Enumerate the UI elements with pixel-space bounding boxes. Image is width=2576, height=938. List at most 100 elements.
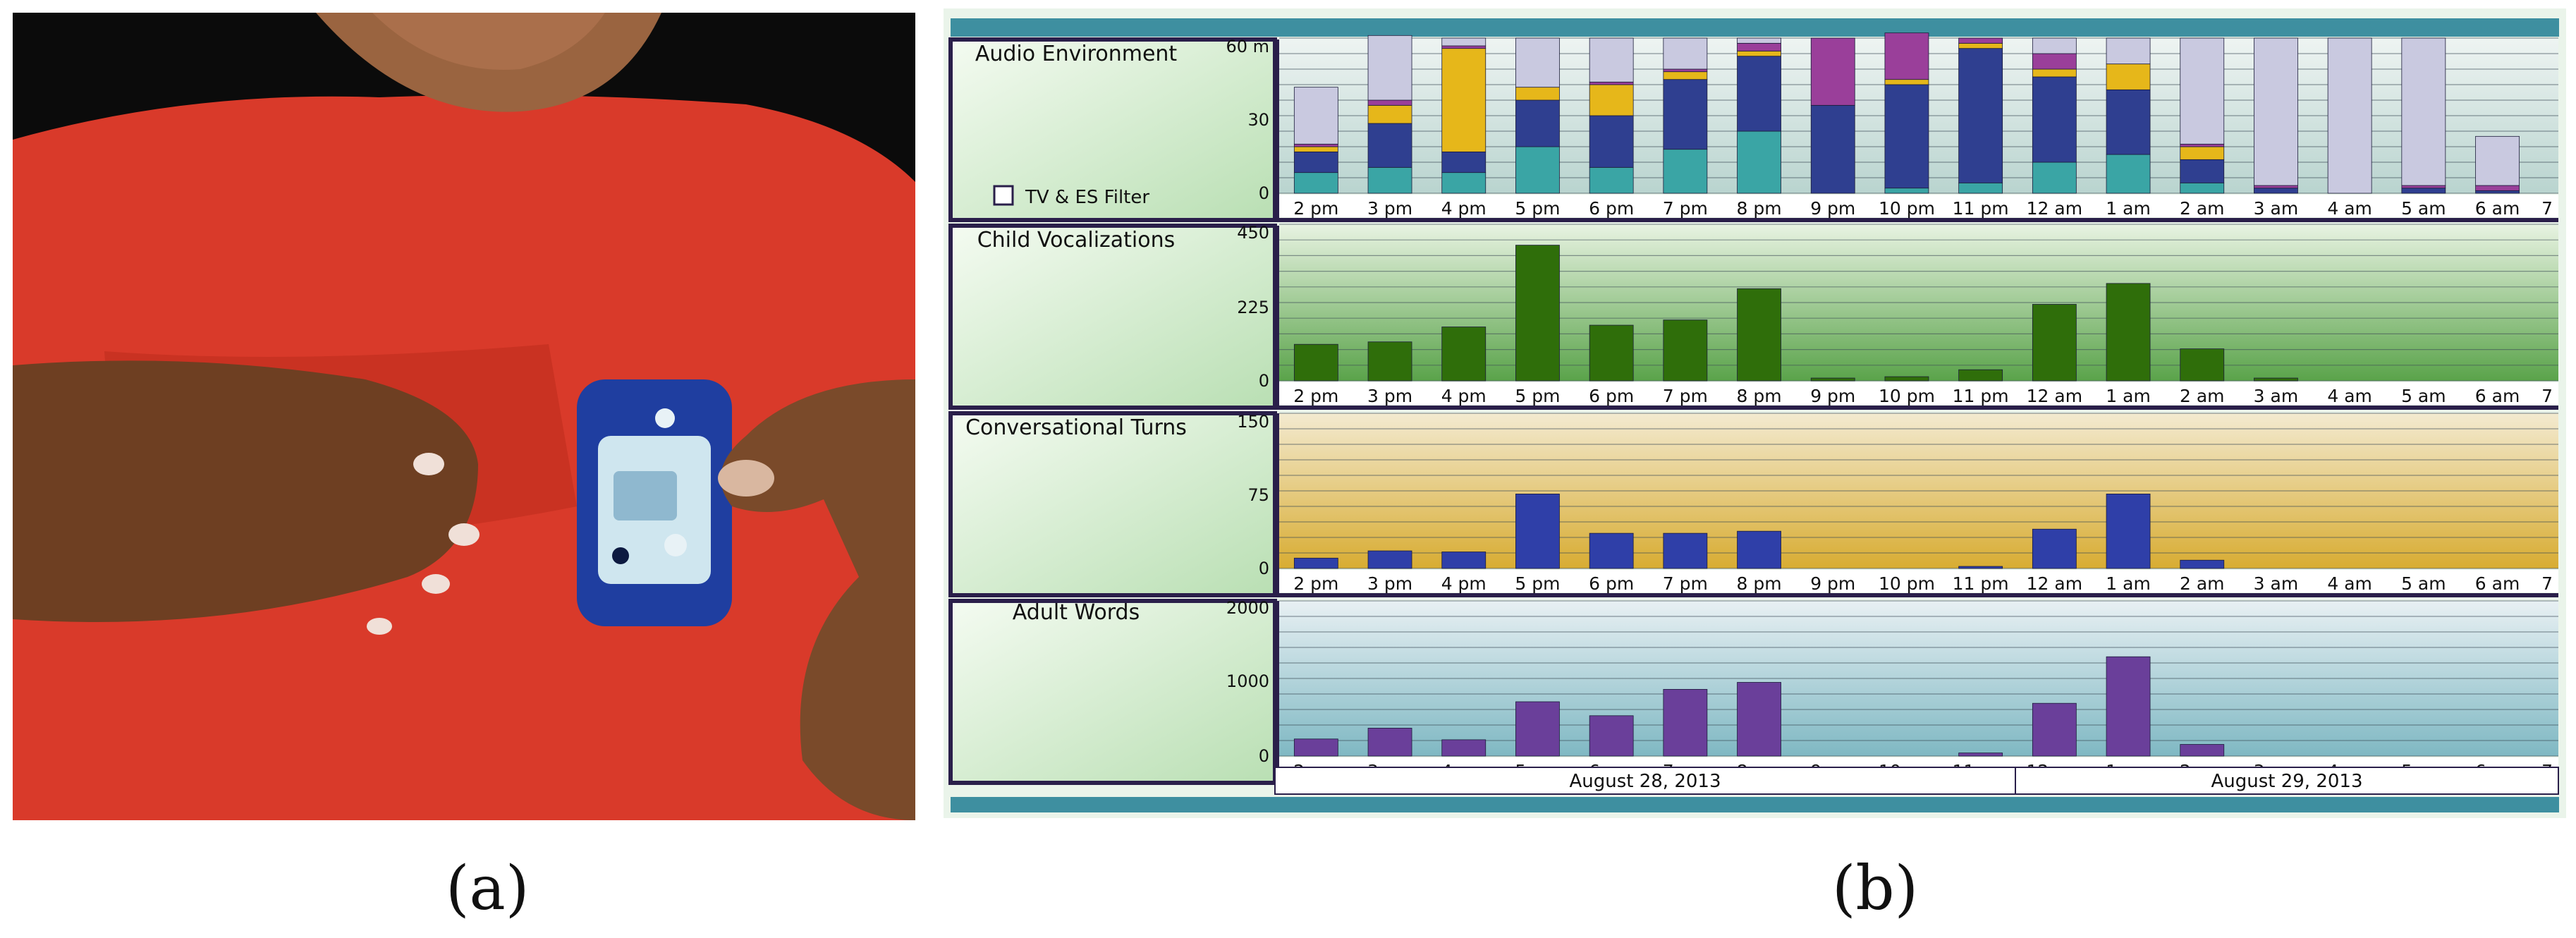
x-tick-label: 5 am [2401, 198, 2446, 219]
bar-adult-words [1958, 753, 2003, 757]
audio-bar-segment [1663, 149, 1708, 194]
x-tick-label: 9 pm [1810, 198, 1855, 219]
x-tick-label: 8 pm [1737, 198, 1782, 219]
audio-bar-segment [1663, 71, 1708, 80]
x-tick-label: 3 am [2254, 573, 2299, 594]
time-axis-strip [1279, 382, 2558, 405]
audio-bar-segment [1441, 45, 1487, 49]
panel-left-2 [948, 411, 1277, 597]
audio-bar-segment [2180, 37, 2225, 145]
x-tick-label: 9 pm [1810, 386, 1855, 406]
bar-child-vocalizations [1515, 245, 1560, 382]
audio-bar-segment [1737, 42, 1781, 51]
bar-adult-words [1663, 689, 1708, 757]
audio-bar-segment [1367, 123, 1412, 168]
audio-bar-segment [1441, 172, 1487, 194]
bar-conversational-turns [1367, 550, 1412, 569]
panel-title-child-voc: Child Vocalizations [977, 228, 1176, 252]
bar-child-vocalizations [1810, 377, 1855, 382]
x-tick-label: 5 pm [1515, 386, 1560, 406]
recorder-screen [614, 471, 677, 520]
bar-adult-words [2180, 744, 2225, 757]
bar-child-vocalizations [1367, 341, 1412, 382]
ytick-audio-top: 60 m [1226, 37, 1269, 56]
audio-bar-segment [2327, 37, 2372, 194]
bar-conversational-turns [1589, 532, 1634, 569]
audio-bar-segment [2180, 146, 2225, 160]
audio-bar-segment [1884, 32, 1929, 80]
ytick-child-mid: 225 [1237, 298, 1269, 317]
x-tick-label: 4 am [2327, 386, 2372, 406]
ytick-child-top: 450 [1237, 223, 1269, 243]
audio-bar-segment [1663, 37, 1708, 70]
audio-bar-segment [1737, 37, 1781, 44]
x-tick-label: 2 pm [1293, 386, 1338, 406]
bar-conversational-turns [1293, 557, 1338, 569]
audio-bar-segment [2475, 190, 2520, 194]
bar-adult-words [1515, 701, 1560, 757]
x-tick-label: 1 am [2106, 198, 2151, 219]
audio-bar-segment [1884, 188, 1929, 194]
bar-adult-words [1737, 682, 1781, 757]
x-tick-label: 7 [2541, 573, 2553, 594]
audio-bar-segment [1737, 50, 1781, 57]
audio-bar-segment [1589, 81, 1634, 85]
x-tick-label: 6 pm [1589, 198, 1634, 219]
audio-bar-segment [2180, 159, 2225, 183]
x-tick-label: 7 [2541, 198, 2553, 219]
x-tick-label: 7 [2541, 386, 2553, 406]
audio-bar-segment [1367, 35, 1412, 101]
bar-adult-words [1367, 728, 1412, 757]
bar-adult-words [2106, 656, 2151, 757]
bar-child-vocalizations [2106, 283, 2151, 382]
x-tick-label: 2 am [2180, 386, 2225, 406]
adult-hand [721, 379, 915, 820]
audio-bar-segment [1884, 79, 1929, 85]
audio-bar-segment [2180, 143, 2225, 147]
bar-conversational-turns [2032, 528, 2077, 569]
audio-bar-segment [1293, 146, 1338, 152]
audio-bar-segment [2254, 188, 2298, 194]
x-tick-label: 2 pm [1293, 573, 1338, 594]
bar-child-vocalizations [1441, 327, 1487, 382]
audio-bar-segment [2032, 53, 2077, 70]
audio-bar-segment [1737, 130, 1781, 194]
bar-adult-words [1441, 739, 1487, 757]
panel-title-conv-turns: Conversational Turns [965, 415, 1187, 440]
audio-bar-segment [2401, 185, 2446, 189]
audio-bar-segment [1367, 104, 1412, 124]
audio-bar-segment [1515, 87, 1560, 101]
dashboard-chart: Audio Environment Child Vocalizations Co… [944, 8, 2566, 818]
x-tick-label: 6 am [2475, 198, 2520, 219]
x-tick-label: 3 pm [1367, 386, 1412, 406]
time-axis-strip [1279, 195, 2558, 217]
audio-bar-segment [1293, 143, 1338, 147]
x-tick-label: 8 pm [1737, 573, 1782, 594]
audio-bar-segment [2032, 68, 2077, 78]
x-tick-label: 3 am [2254, 198, 2299, 219]
audio-bar-segment [1293, 172, 1338, 194]
photo-child-with-recorder [13, 13, 915, 820]
bar-conversational-turns [1515, 494, 1560, 569]
audio-bar-segment [1589, 37, 1634, 83]
x-tick-label: 10 pm [1879, 573, 1935, 594]
audio-bar-segment [1293, 151, 1338, 173]
time-axis-strip [1279, 570, 2558, 592]
audio-bar-segment [2475, 185, 2520, 191]
ytick-conv-zero: 0 [1259, 559, 1269, 578]
x-tick-label: 3 pm [1367, 573, 1412, 594]
bar-conversational-turns [1663, 532, 1708, 569]
date-label-1: August 28, 2013 [1569, 771, 1721, 792]
x-tick-label: 4 pm [1441, 386, 1487, 406]
audio-bar-segment [1515, 37, 1560, 88]
x-tick-label: 6 pm [1589, 386, 1634, 406]
tv-es-filter-checkbox[interactable] [993, 185, 1014, 206]
bar-adult-words [2032, 702, 2077, 757]
x-tick-label: 2 am [2180, 573, 2225, 594]
x-tick-label: 11 pm [1953, 386, 2009, 406]
bar-child-vocalizations [2032, 304, 2077, 382]
x-tick-label: 2 am [2180, 198, 2225, 219]
audio-bar-segment [1367, 166, 1412, 194]
x-tick-label: 7 pm [1663, 198, 1708, 219]
x-tick-label: 6 am [2475, 386, 2520, 406]
